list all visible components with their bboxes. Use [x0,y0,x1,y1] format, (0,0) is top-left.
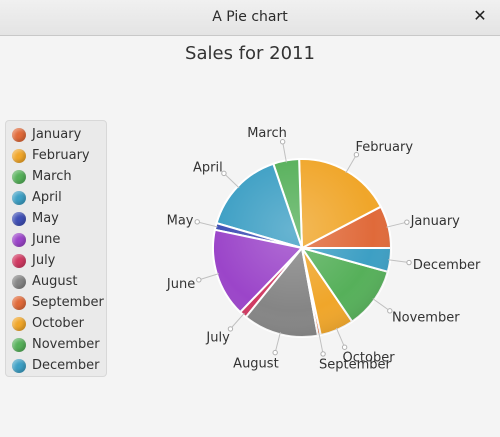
label-leader-dot [406,259,412,266]
label-leader-dot [279,139,286,145]
legend-item-january: January [6,125,106,146]
pie-label-may: May [167,213,194,228]
label-leader-line [318,333,324,355]
chart-title: Sales for 2011 [185,43,315,64]
pie-label-february: February [355,140,413,155]
legend-item-february: February [6,146,106,167]
label-leader-line [388,259,410,264]
label-leader-dot [194,219,200,225]
legend-item-may: May [6,209,106,230]
pie-label-december: December [413,258,481,273]
legend-swatch [12,233,26,247]
legend-swatch [12,317,26,331]
legend-item-july: July [6,251,106,272]
legend-label: April [32,190,62,205]
label-leader-line [282,141,287,163]
label-leader-dot [272,349,278,356]
label-leader-line [345,154,357,174]
label-leader-line [335,327,346,348]
legend-label: October [32,316,85,331]
label-leader-line [230,312,245,330]
pie-label-june: June [166,277,195,292]
legend-item-november: November [6,335,106,356]
pie-label-april: April [193,160,223,175]
legend-item-october: October [6,314,106,335]
pie-label-september: September [319,358,392,373]
legend-label: March [32,169,72,184]
label-leader-dot [320,351,326,357]
legend-swatch [12,254,26,268]
legend-label: January [32,127,82,142]
legend-swatch [12,191,26,205]
legend-swatch [12,338,26,352]
pie-label-october: October [343,350,396,365]
label-leader-dot [196,277,202,283]
legend-item-april: April [6,188,106,209]
legend-swatch [12,296,26,310]
pie-label-august: August [233,356,279,371]
legend-item-august: August [6,272,106,293]
label-leader-line [198,273,220,281]
close-icon[interactable]: ✕ [473,6,487,25]
pie-label-march: March [247,126,287,141]
legend-item-september: September [6,293,106,314]
window-title: A Pie chart [212,9,288,25]
legend-swatch [12,212,26,226]
label-leader-dot [341,344,348,350]
legend-swatch [12,275,26,289]
legend-label: September [32,295,104,310]
legend-label: July [32,253,56,268]
label-leader-dot [221,170,227,177]
legend-label: May [32,211,59,226]
legend-swatch [12,359,26,373]
pie-label-january: January [410,214,461,229]
legend-label: November [32,337,100,352]
window-titlebar: A Pie chart ✕ [0,0,500,36]
pie-label-november: November [392,311,460,326]
legend-swatch [12,128,26,142]
label-leader-dot [387,308,393,314]
legend-label: December [32,358,100,373]
pie-label-july: July [205,330,230,345]
label-leader-line [372,298,391,312]
label-leader-dot [227,326,234,332]
legend-label: February [32,148,90,163]
label-leader-line [223,173,240,189]
legend-item-december: December [6,356,106,377]
label-leader-line [274,332,281,353]
label-leader-dot [353,152,360,158]
legend-item-march: March [6,167,106,188]
legend-label: August [32,274,78,289]
legend-swatch [12,149,26,163]
label-leader-line [197,221,218,228]
label-leader-dot [404,219,410,225]
legend-label: June [32,232,61,247]
legend-item-june: June [6,230,106,251]
chart-legend: January February March April May June July Augu… [5,120,107,377]
legend-swatch [12,170,26,184]
label-leader-line [386,221,407,228]
